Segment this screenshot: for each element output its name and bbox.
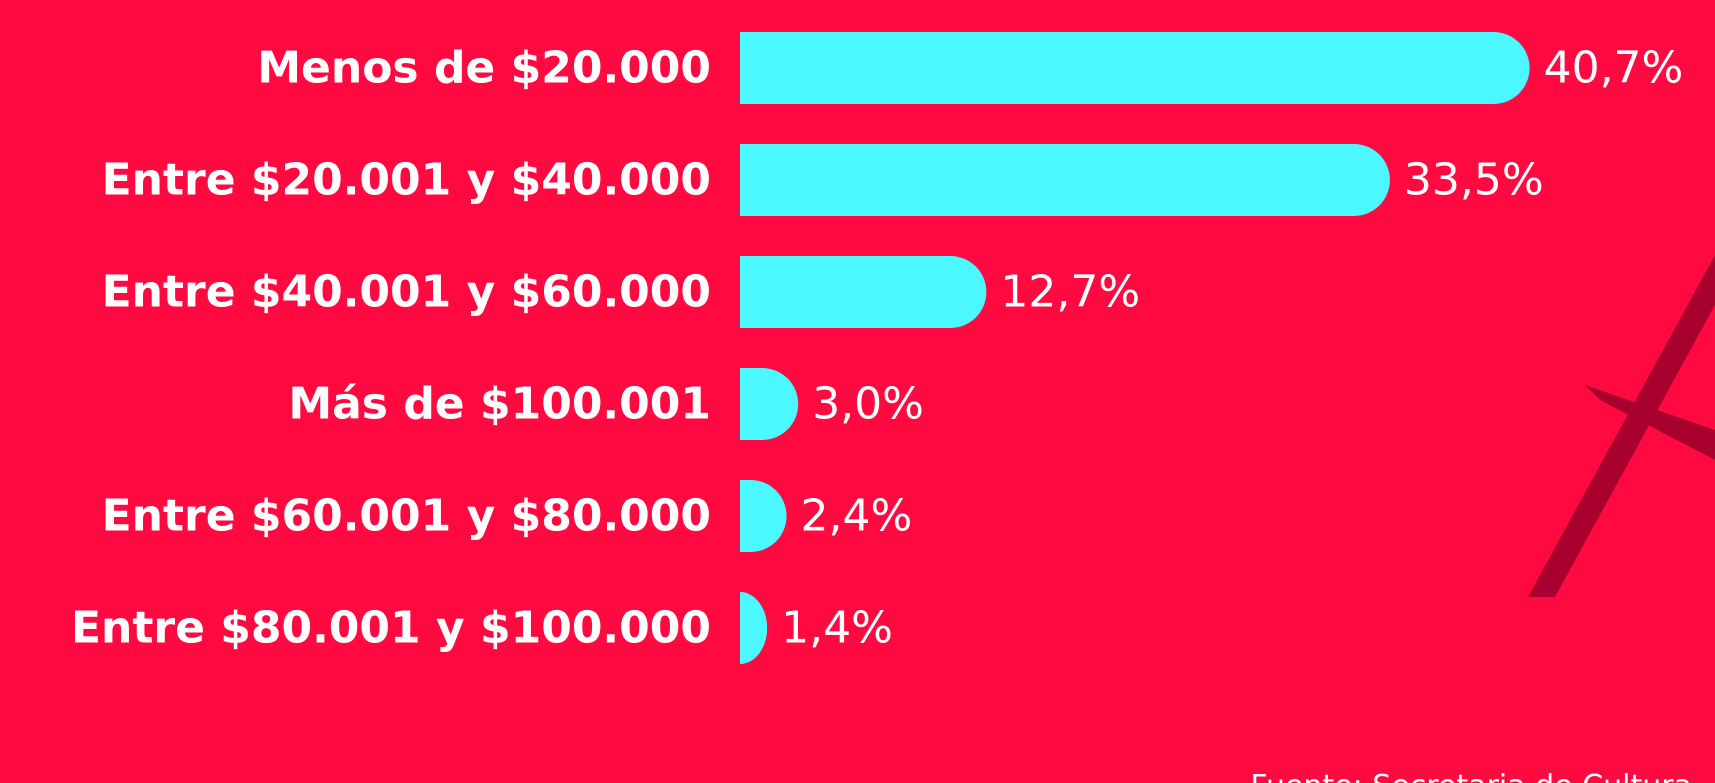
- bar: [740, 368, 799, 440]
- source: Fuente: Secretaria de Cultura: [1250, 769, 1692, 783]
- category-label: Entre $40.001 y $60.000: [102, 267, 711, 318]
- value-label: 40,7%: [1544, 43, 1684, 94]
- value-label: 2,4%: [801, 491, 913, 542]
- bars: Menos de $20.000 40,7% Entre $20.001 y $40…: [71, 32, 1683, 664]
- value-label: 12,7%: [1000, 267, 1140, 318]
- category-label: Entre $60.001 y $80.000: [102, 491, 711, 542]
- category-label: Entre $20.001 y $40.000: [102, 155, 711, 206]
- bar: [740, 592, 768, 664]
- category-label: Menos de $20.000: [257, 43, 711, 94]
- value-label: 33,5%: [1404, 155, 1544, 206]
- bar: [740, 256, 987, 328]
- value-label: 3,0%: [812, 379, 924, 430]
- category-label: Más de $100.001: [288, 379, 711, 430]
- bar: [740, 144, 1390, 216]
- bar: [740, 32, 1530, 104]
- bar: [740, 480, 787, 552]
- category-label: Entre $80.001 y $100.000: [71, 603, 711, 654]
- decoration: [1528, 255, 1715, 597]
- value-label: 1,4%: [781, 603, 893, 654]
